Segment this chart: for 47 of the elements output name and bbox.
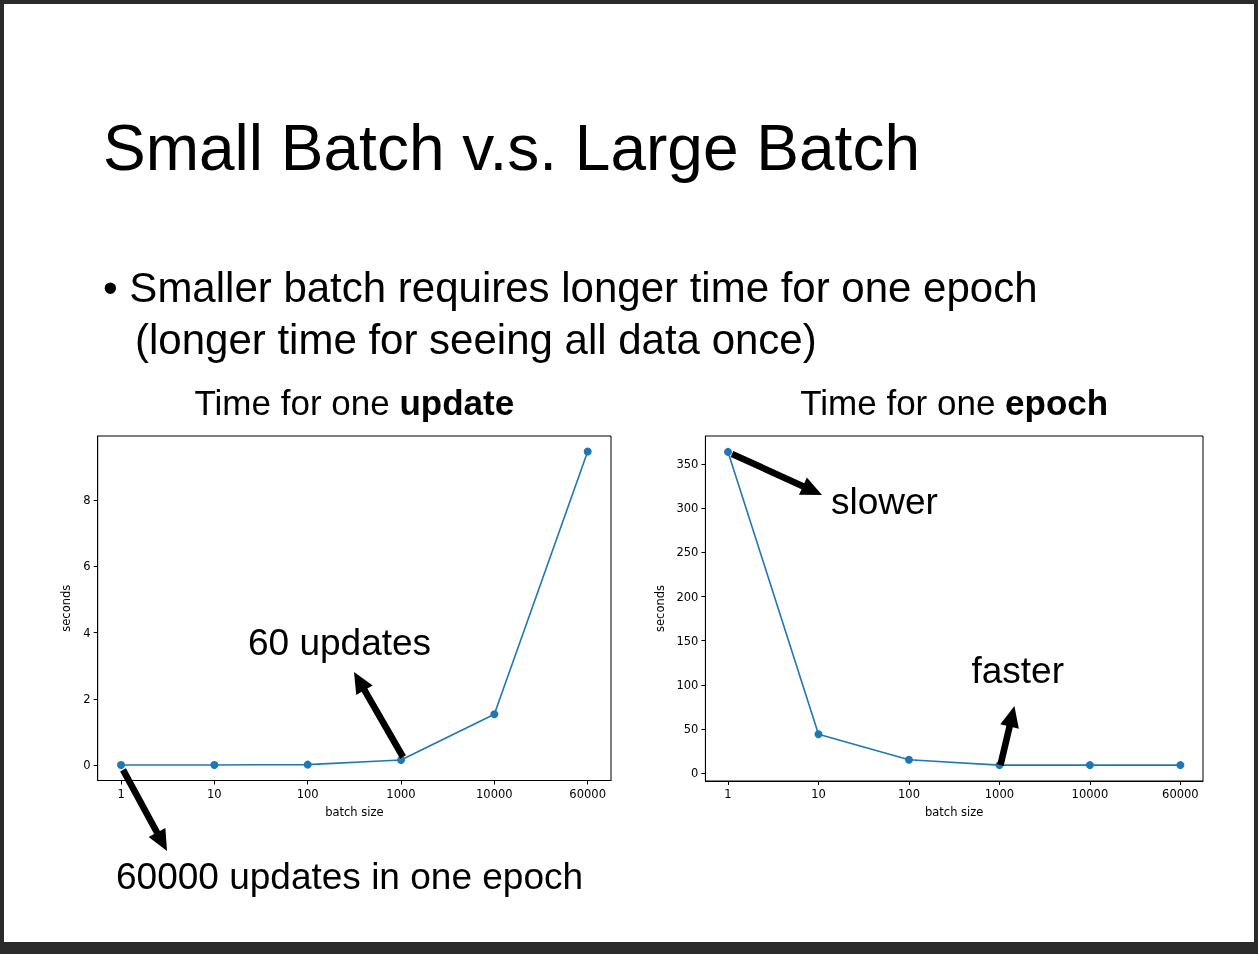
point: [490, 710, 499, 719]
point: [1085, 761, 1094, 770]
x-tick-label: 60000: [569, 786, 606, 801]
y-tick-label: 2: [83, 691, 91, 706]
y-axis-title: seconds: [652, 584, 667, 633]
x-axis-title: batch size: [924, 805, 984, 819]
y-tick-label: 150: [676, 633, 699, 648]
x-tick-label: 100: [296, 786, 319, 801]
annotation: faster: [971, 649, 1064, 694]
x-axis-title: batch size: [325, 804, 384, 819]
point: [814, 730, 823, 739]
y-tick-label: 250: [676, 545, 699, 560]
point: [210, 760, 219, 769]
chart-title: Time for one update: [194, 383, 515, 422]
x-tick-label: 60000: [1162, 787, 1199, 801]
point: [724, 447, 733, 456]
point: [1176, 761, 1185, 770]
x-tick-label: 10: [207, 786, 222, 801]
text: Small Batch v.s. Large Batch: [103, 111, 920, 186]
y-tick-label: 350: [676, 457, 699, 472]
y-tick-label: 0: [691, 766, 699, 781]
point: [303, 760, 312, 769]
annotation: 60 updates: [248, 620, 432, 665]
y-tick-label: 100: [676, 677, 699, 692]
x-tick-label: 1000: [386, 786, 416, 801]
point: [904, 755, 913, 764]
chart-title: Time for one epoch: [800, 383, 1109, 422]
x-tick-label: 1: [724, 787, 732, 801]
annotation: 60000 updates in one epoch: [116, 854, 584, 899]
y-tick-label: 0: [83, 757, 91, 772]
y-tick-label: 8: [83, 493, 91, 508]
y-tick-label: 6: [83, 559, 91, 574]
point: [117, 760, 126, 769]
x-tick-label: 1000: [984, 787, 1015, 801]
x-tick-label: 100: [897, 787, 920, 801]
x-tick-label: 10: [811, 787, 826, 801]
text: • Smaller batch requires longer time for one epoch (longer time for seeing all data once): [103, 263, 1039, 365]
y-tick-label: 50: [683, 721, 699, 736]
point: [583, 447, 592, 456]
x-tick-label: 10000: [476, 786, 513, 801]
x-tick-label: 10000: [1071, 787, 1109, 801]
annotation: slower: [831, 479, 938, 524]
y-tick-label: 4: [83, 625, 91, 640]
y-tick-label: 300: [676, 501, 699, 516]
x-tick-label: 1: [117, 786, 125, 801]
y-tick-label: 200: [676, 589, 699, 604]
y-axis-title: seconds: [59, 584, 74, 632]
